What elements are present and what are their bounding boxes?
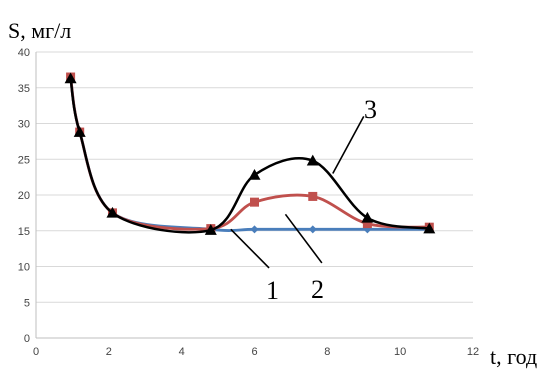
y-tick-label: 35	[18, 83, 30, 95]
data-point	[423, 222, 436, 234]
x-tick-label: 10	[394, 346, 406, 358]
y-tick-label: 0	[24, 333, 30, 345]
series-label-1: 1	[266, 276, 279, 305]
data-point	[361, 211, 374, 223]
data-point	[73, 126, 86, 137]
data-point	[248, 168, 261, 180]
data-point	[250, 197, 259, 207]
data-point	[308, 191, 318, 201]
y-tick-label: 40	[18, 47, 30, 59]
series-line-3	[69, 78, 430, 234]
x-tick-label: 8	[324, 346, 330, 358]
data-point	[204, 224, 217, 235]
callout-line-1	[230, 228, 270, 269]
series-3	[64, 72, 436, 235]
axes	[35, 52, 473, 339]
data-point	[308, 225, 317, 234]
series-1	[66, 73, 434, 234]
data-point	[306, 154, 319, 166]
x-tick-label: 6	[251, 346, 257, 358]
y-tick-label: 15	[18, 226, 30, 238]
x-tick-label: 0	[33, 346, 39, 358]
callout-line-3	[332, 115, 365, 174]
x-tick-label: 4	[179, 346, 185, 358]
y-tick-label: 30	[18, 119, 30, 131]
series-label-2: 2	[311, 275, 324, 304]
x-axis-title: t, год	[490, 344, 537, 369]
y-tick-label: 5	[24, 297, 30, 309]
series-2	[66, 72, 434, 234]
y-tick-label: 10	[18, 262, 30, 274]
data-point	[362, 219, 372, 229]
x-tick-label: 12	[467, 346, 479, 358]
callout-line-2	[284, 213, 323, 264]
x-tick-label: 2	[106, 346, 112, 358]
y-axis-title: S, мг/л	[8, 18, 71, 43]
data-point	[64, 72, 77, 84]
series-group	[64, 72, 436, 235]
series-label-3: 3	[364, 95, 377, 124]
data-point	[250, 225, 259, 234]
y-tick-label: 25	[18, 154, 30, 166]
data-point	[106, 206, 119, 218]
callouts: 1 2 3	[230, 95, 377, 305]
y-tick-label: 20	[18, 190, 30, 202]
